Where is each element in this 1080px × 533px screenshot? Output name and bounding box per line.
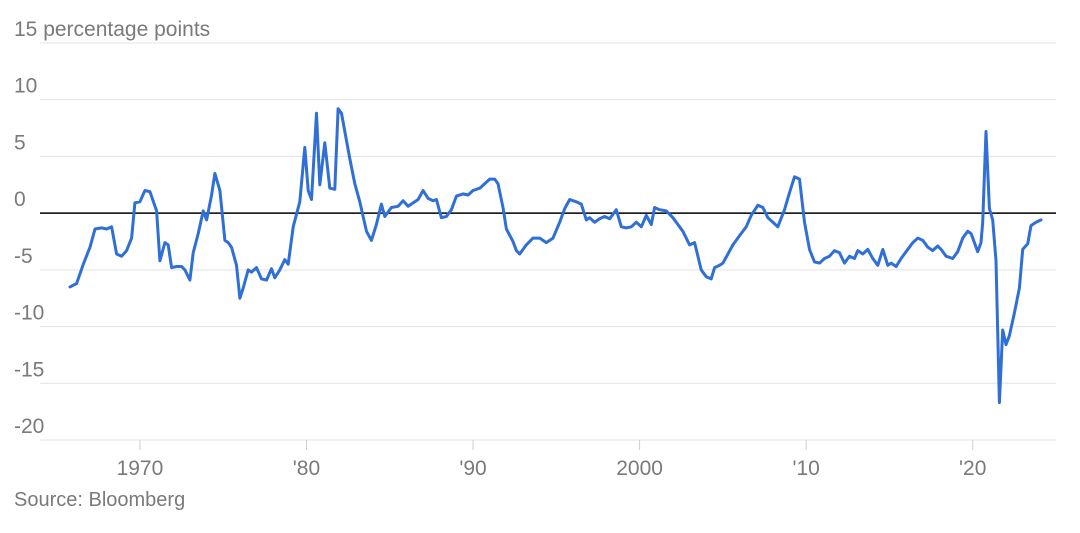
y-tick-label: -15 [14,358,44,381]
y-tick-label: 10 [14,75,37,98]
source-note: Source: Bloomberg [14,489,186,511]
x-tick-label: 1970 [117,457,164,480]
y-axis-tick-labels: 15 percentage points 10 5 0 -5 -10 -15 -20 [14,18,210,438]
y-tick-label: -10 [14,302,44,325]
x-tick-label: '80 [293,457,320,480]
x-axis-tick-labels: 1970 '80 '90 2000 '10 '20 [117,440,986,480]
y-tick-label: 5 [14,131,26,154]
x-tick-label: '20 [959,457,986,480]
y-tick-label: 15 percentage points [14,18,210,41]
x-tick-label: '90 [459,457,486,480]
x-tick-label: '10 [792,457,819,480]
y-tick-label: -5 [14,245,33,268]
y-tick-label: 0 [14,188,26,211]
series-line [68,107,1043,405]
y-tick-label: -20 [14,415,44,438]
x-tick-label: 2000 [616,457,663,480]
